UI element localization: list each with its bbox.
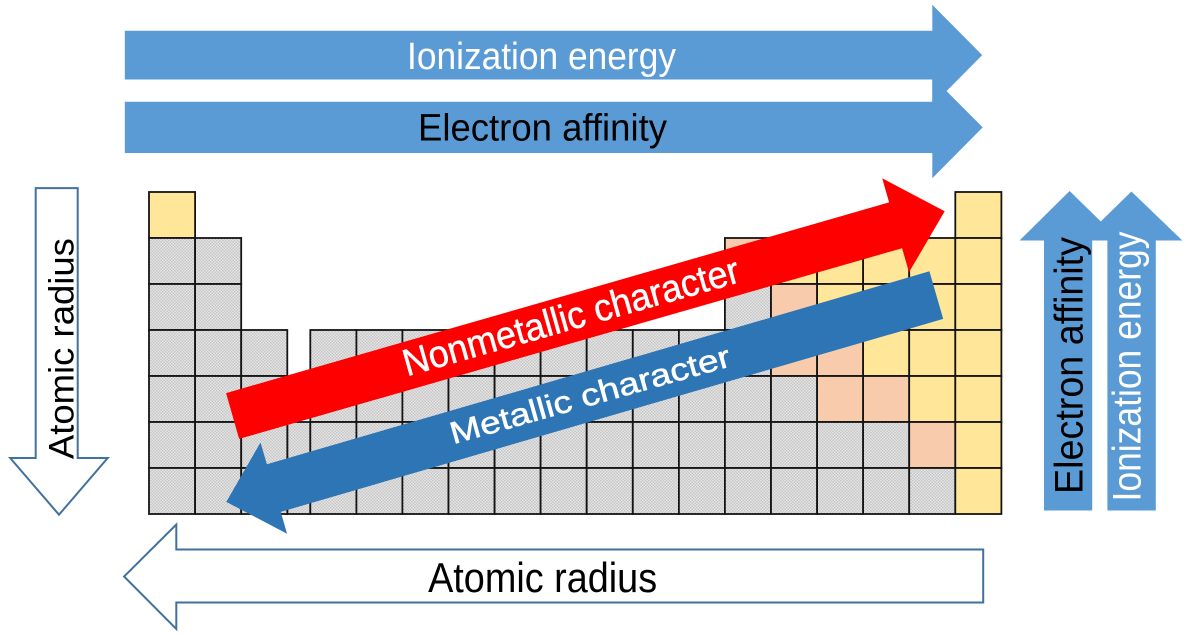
svg-text:Ionization energy: Ionization energy: [407, 36, 676, 78]
svg-text:Atomic radius: Atomic radius: [428, 554, 657, 601]
svg-text:Electron affinity: Electron affinity: [1048, 237, 1092, 494]
svg-text:Ionization energy: Ionization energy: [1105, 232, 1149, 502]
svg-text:Electron affinity: Electron affinity: [418, 108, 667, 150]
svg-text:Atomic radius: Atomic radius: [43, 238, 82, 459]
